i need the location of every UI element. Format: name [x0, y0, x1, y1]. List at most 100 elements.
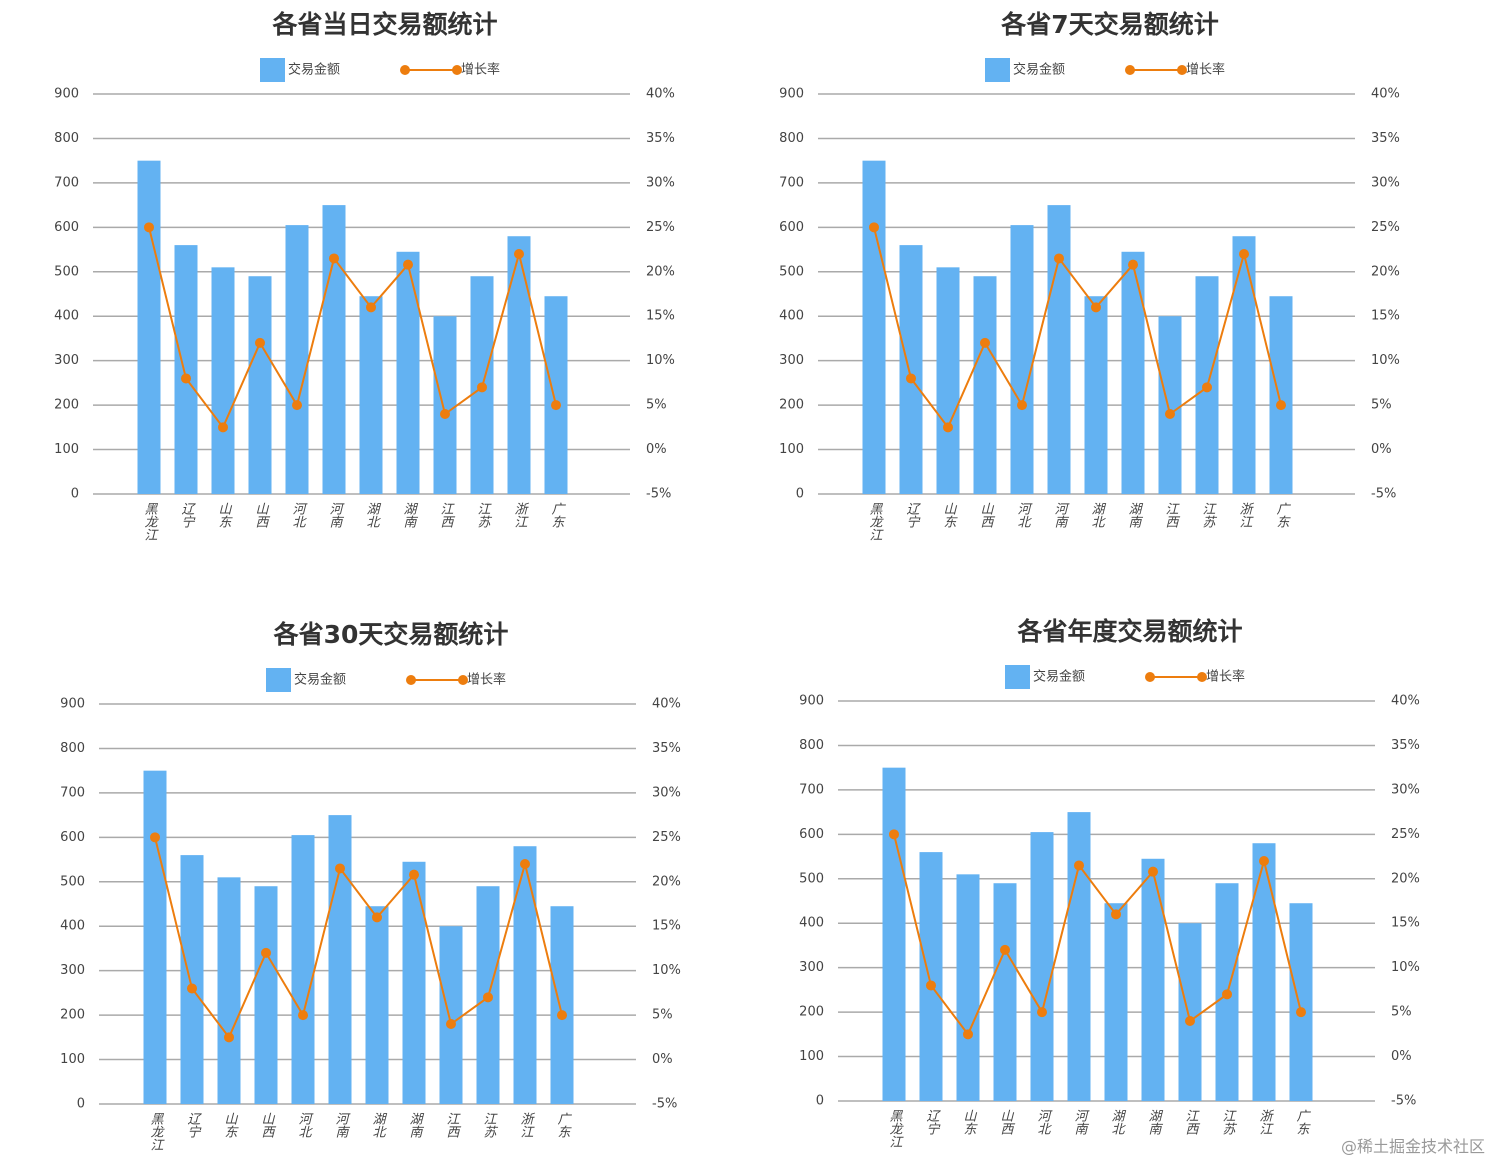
y-tick-label: 600 — [799, 827, 824, 842]
bar — [936, 267, 960, 494]
y-tick-label: 700 — [60, 785, 85, 800]
y2-tick-label: 15% — [1371, 309, 1400, 324]
point — [551, 400, 561, 411]
y2-tick-label: 0% — [652, 1052, 673, 1067]
y-tick-label: 800 — [779, 131, 804, 146]
y2-tick-label: 10% — [1371, 353, 1400, 368]
y2-tick-label: 30% — [652, 785, 681, 800]
x-tick-label: 江西 — [438, 502, 454, 528]
point — [1037, 1007, 1047, 1018]
y2-tick-label: 10% — [652, 963, 681, 978]
x-tick-label: 广东 — [1274, 502, 1290, 528]
y-tick-label: 200 — [60, 1008, 85, 1023]
bar — [328, 815, 352, 1104]
point — [477, 382, 487, 393]
x-tick-label: 湖北 — [1109, 1109, 1125, 1135]
y-tick-label: 300 — [799, 960, 824, 975]
x-tick-label: 辽宁 — [924, 1109, 940, 1135]
bar — [1252, 843, 1276, 1101]
bar — [1158, 316, 1182, 494]
y2-tick-label: 35% — [646, 131, 675, 146]
legend-label: 增长率 — [467, 672, 506, 688]
bar — [396, 251, 420, 494]
y2-tick-label: 30% — [1391, 782, 1420, 797]
bar — [291, 835, 315, 1104]
legend-swatch — [1177, 65, 1187, 75]
x-tick-label: 河南 — [1051, 502, 1067, 528]
point — [1128, 259, 1138, 270]
point — [187, 983, 197, 994]
y-tick-label: 0 — [77, 1097, 85, 1112]
x-tick-label: 广东 — [549, 502, 565, 528]
x-tick-label: 河北 — [289, 502, 305, 528]
y2-tick-label: 10% — [646, 353, 675, 368]
bar — [433, 316, 457, 494]
line — [148, 227, 557, 430]
bar — [513, 846, 537, 1104]
x-tick-label: 浙江 — [1257, 1109, 1273, 1135]
y-tick-label: 300 — [54, 353, 79, 368]
bar — [1289, 903, 1313, 1101]
y-tick-label: 900 — [779, 87, 804, 102]
x-tick-label: 浙江 — [1237, 502, 1253, 528]
x-tick-label: 山东 — [222, 1112, 238, 1138]
bar — [550, 906, 574, 1104]
x-tick-label: 广东 — [1294, 1109, 1310, 1135]
legend-swatch — [406, 675, 416, 685]
bar — [1047, 205, 1071, 494]
x-tick-label: 江西 — [1163, 502, 1179, 528]
y2-tick-label: 35% — [652, 741, 681, 756]
point — [292, 400, 302, 411]
y-tick-label: 800 — [54, 131, 79, 146]
y2-tick-label: 35% — [1391, 738, 1420, 753]
y-tick-label: 400 — [779, 309, 804, 324]
bar — [1121, 251, 1145, 494]
bar — [1010, 225, 1034, 494]
y2-tick-label: 15% — [1391, 916, 1420, 931]
point — [483, 992, 493, 1003]
x-tick-label: 辽宁 — [179, 502, 195, 528]
point — [440, 409, 450, 419]
y-tick-label: 400 — [60, 919, 85, 934]
y-tick-label: 0 — [71, 487, 79, 502]
y2-tick-label: 35% — [1371, 131, 1400, 146]
y-tick-label: 200 — [54, 398, 79, 413]
x-tick-label: 河北 — [1034, 1109, 1050, 1135]
y2-tick-label: 5% — [1371, 398, 1392, 413]
bar — [1104, 903, 1128, 1101]
x-tick-label: 黑龙江 — [867, 502, 883, 541]
chart-title: 各省当日交易额统计 — [271, 10, 497, 39]
chart-title: 各省年度交易额统计 — [1016, 617, 1242, 646]
x-tick-label: 湖南 — [401, 502, 417, 528]
point — [150, 832, 160, 843]
y2-tick-label: 15% — [652, 919, 681, 934]
x-tick-label: 江苏 — [475, 502, 491, 528]
point — [409, 869, 419, 880]
bar — [402, 861, 426, 1104]
x-tick-label: 湖南 — [407, 1112, 423, 1138]
point — [520, 859, 530, 869]
x-tick-label: 浙江 — [512, 502, 528, 528]
point — [261, 947, 271, 958]
point — [1017, 400, 1027, 411]
legend-swatch — [400, 65, 410, 75]
bar — [993, 883, 1017, 1101]
point — [1202, 382, 1212, 393]
x-tick-label: 河南 — [1071, 1109, 1087, 1135]
y2-tick-label: 5% — [646, 398, 667, 413]
point — [366, 302, 376, 313]
y-tick-label: 700 — [54, 175, 79, 190]
bar — [507, 236, 531, 494]
y-tick-label: 500 — [60, 874, 85, 889]
x-tick-label: 湖北 — [370, 1112, 386, 1138]
point — [557, 1010, 567, 1021]
y-tick-label: 500 — [799, 871, 824, 886]
bar — [180, 855, 204, 1104]
legend-label: 增长率 — [1186, 62, 1225, 78]
x-tick-label: 山东 — [961, 1109, 977, 1135]
point — [514, 249, 524, 259]
x-tick-label: 湖南 — [1126, 502, 1142, 528]
point — [1054, 253, 1064, 264]
y-tick-label: 600 — [60, 830, 85, 845]
